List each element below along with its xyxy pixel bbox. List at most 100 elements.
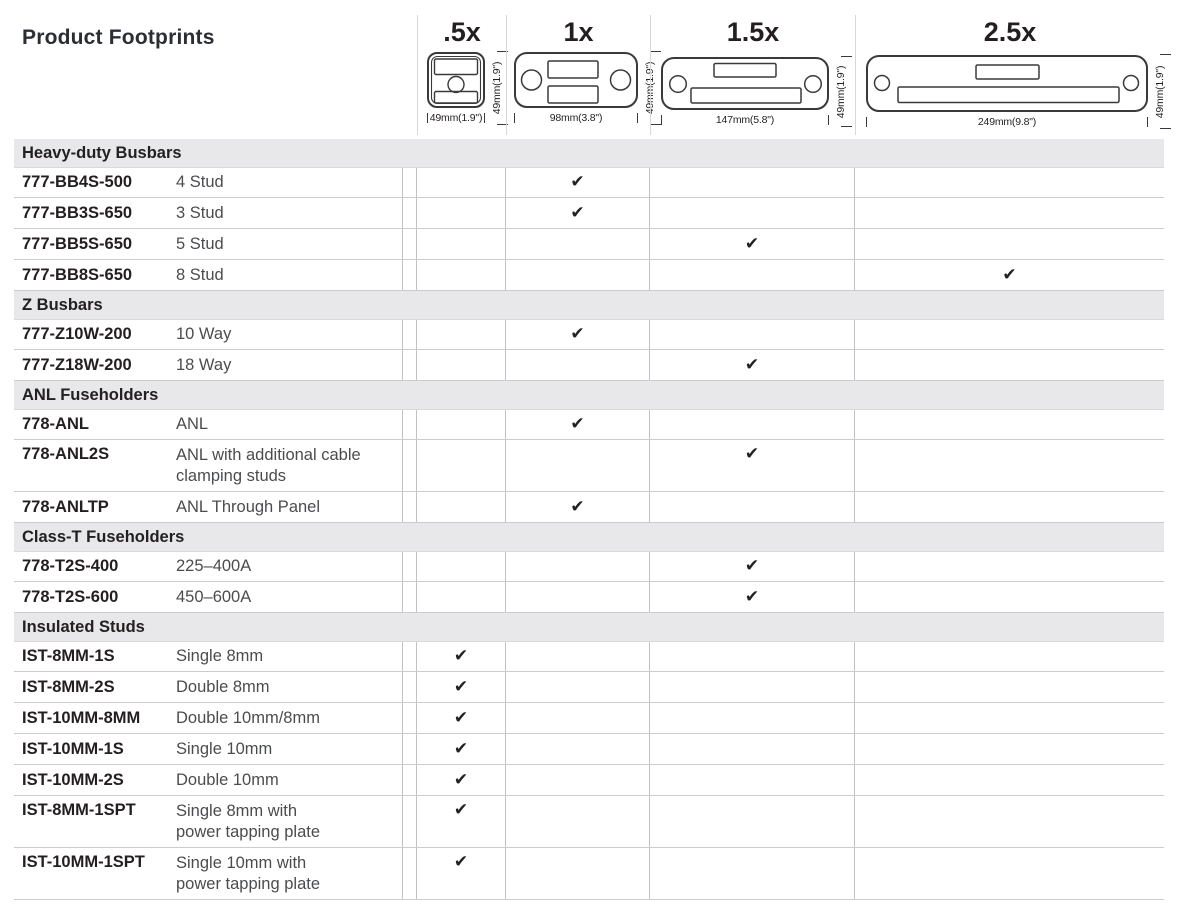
check-cell-1x — [506, 260, 650, 290]
check-icon: ✔ — [570, 324, 585, 344]
column-gap — [403, 642, 417, 671]
header-column-1x: 1x 49mm(1.9") 98mm(3.8") — [506, 15, 661, 135]
column-gap — [403, 552, 417, 581]
product-description: ANL with additional cable clamping studs — [176, 440, 403, 491]
table-row: 778-ANLTP ANL Through Panel ✔ — [14, 492, 1164, 523]
table-row: IST-8MM-1SPT Single 8mm with power tappin… — [14, 796, 1164, 848]
section-label: Class-T Fuseholders — [22, 527, 185, 546]
check-icon: ✔ — [744, 233, 760, 254]
footprint-1x-icon — [514, 52, 638, 108]
column-gap — [403, 440, 417, 491]
table-row: 777-BB4S-500 4 Stud ✔ — [14, 167, 1164, 198]
page-header: Product Footprints .5x 49mm(1.9") 49mm(1… — [0, 0, 1178, 139]
check-icon: ✔ — [453, 646, 469, 666]
column-gap — [403, 350, 417, 380]
page-title: Product Footprints — [22, 26, 215, 49]
check-cell-1x — [506, 734, 650, 764]
product-description: Double 8mm — [176, 672, 403, 702]
footprint-1-5x-diagram: 49mm(1.9") 147mm(5.8") — [661, 56, 852, 127]
check-cell-2-5x — [855, 582, 1164, 612]
check-cell-1x: ✔ — [506, 198, 650, 228]
column-gap — [403, 168, 417, 197]
check-cell-1-5x: ✔ — [650, 440, 855, 491]
section-header: Insulated Studs — [14, 613, 1164, 641]
check-icon: ✔ — [453, 676, 469, 697]
product-description-text: Double 10mm/8mm — [176, 708, 320, 727]
check-cell-1x: ✔ — [506, 320, 650, 349]
footprint-2-5x-diagram: 49mm(1.9") 249mm(9.8") — [866, 54, 1171, 129]
check-cell-2-5x — [855, 734, 1164, 764]
product-code: IST-10MM-1SPT — [22, 853, 145, 871]
product-description-text: 4 Stud — [176, 173, 224, 191]
check-icon: ✔ — [453, 738, 469, 759]
section-header: Z Busbars — [14, 291, 1164, 319]
product-description: 5 Stud — [176, 229, 403, 259]
check-cell-1-5x — [650, 492, 855, 522]
width-dimension-label: 98mm(3.8") — [514, 112, 638, 124]
table-row: IST-10MM-2S Double 10mm ✔ — [14, 765, 1164, 796]
check-icon: ✔ — [453, 800, 469, 820]
check-cell-2-5x — [855, 552, 1164, 581]
product-code: IST-8MM-1S — [22, 647, 115, 665]
check-cell-0-5x: ✔ — [417, 672, 506, 702]
section-label: ANL Fuseholders — [22, 385, 159, 404]
check-cell-2-5x — [855, 703, 1164, 733]
product-description: 10 Way — [176, 320, 403, 349]
check-icon: ✔ — [570, 202, 585, 223]
height-dimension-label: 49mm(1.9") — [1154, 65, 1166, 118]
table-row: 778-T2S-600 450–600A ✔ — [14, 582, 1164, 613]
check-cell-1x — [506, 848, 650, 899]
check-icon: ✔ — [744, 586, 760, 607]
footprint-0-5x-icon — [427, 52, 485, 108]
check-cell-1-5x — [650, 734, 855, 764]
check-cell-2-5x — [855, 320, 1164, 349]
product-description-text: ANL with additional cable clamping studs — [176, 445, 361, 485]
product-code: 777-Z10W-200 — [22, 325, 132, 343]
column-gap — [403, 796, 417, 847]
product-description-text: 5 Stud — [176, 234, 224, 253]
dim-tick — [1160, 54, 1171, 55]
dim-tick — [1160, 128, 1171, 129]
dim-tick — [497, 124, 508, 125]
table-row: IST-10MM-1SPT Single 10mm with power tapp… — [14, 848, 1164, 900]
dim-tick — [841, 56, 852, 57]
check-cell-1x — [506, 672, 650, 702]
check-cell-1x: ✔ — [506, 168, 650, 197]
height-dimension-label: 49mm(1.9") — [835, 65, 847, 118]
scale-label-1x: 1x — [563, 17, 594, 47]
check-cell-1-5x: ✔ — [650, 582, 855, 612]
check-cell-1-5x — [650, 672, 855, 702]
check-icon: ✔ — [453, 852, 469, 872]
check-cell-1-5x — [650, 198, 855, 228]
section-label: Insulated Studs — [22, 617, 145, 636]
check-icon: ✔ — [570, 496, 585, 517]
product-description-text: 18 Way — [176, 355, 232, 374]
footprint-0-5x-diagram: 49mm(1.9") 49mm(1.9") — [427, 51, 508, 125]
product-description: Single 10mm with power tapping plate — [176, 848, 403, 899]
header-column-1-5x: 1.5x 49mm(1.9") 147mm(5.8") — [650, 15, 855, 135]
check-cell-2-5x: ✔ — [855, 260, 1164, 290]
check-cell-1x — [506, 582, 650, 612]
check-cell-2-5x — [855, 642, 1164, 671]
check-cell-2-5x — [855, 672, 1164, 702]
product-code: IST-8MM-2S — [22, 677, 115, 696]
check-cell-0-5x — [417, 350, 506, 380]
check-cell-1-5x: ✔ — [650, 229, 855, 259]
check-cell-0-5x: ✔ — [417, 703, 506, 733]
scale-label-2-5x: 2.5x — [983, 17, 1037, 47]
section-header: Class-T Fuseholders — [14, 523, 1164, 551]
product-code: 778-T2S-400 — [22, 557, 119, 575]
scale-label-0-5x: .5x — [443, 17, 481, 47]
table-row: 777-Z18W-200 18 Way ✔ — [14, 350, 1164, 381]
check-icon: ✔ — [570, 172, 585, 192]
dim-tick — [841, 126, 852, 127]
check-cell-1x — [506, 440, 650, 491]
product-code: 778-ANL2S — [22, 445, 110, 463]
product-description: ANL Through Panel — [176, 492, 403, 522]
footprint-1x-diagram: 49mm(1.9") 98mm(3.8") — [514, 51, 661, 125]
product-description: 3 Stud — [176, 198, 403, 228]
scale-label-1-5x: 1.5x — [726, 17, 780, 47]
product-description: ANL — [176, 410, 403, 439]
column-gap — [403, 582, 417, 612]
width-dimension-label: 49mm(1.9") — [427, 112, 485, 124]
